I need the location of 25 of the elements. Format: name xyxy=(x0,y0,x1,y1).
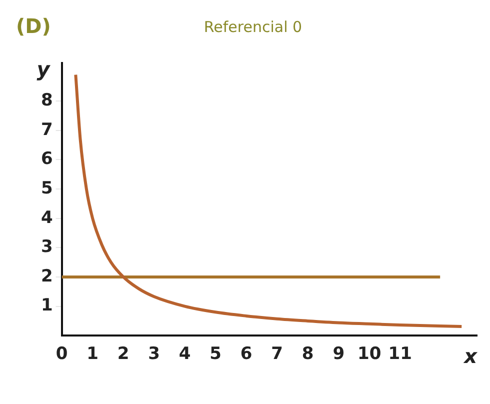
y-tick-label: 5 xyxy=(40,178,53,198)
x-tick-label: 3 xyxy=(148,344,160,364)
x-tick-label: 1 xyxy=(86,344,99,364)
x-tick-label: 6 xyxy=(240,344,252,364)
x-tick-label: 9 xyxy=(332,344,345,364)
x-tick-label: 5 xyxy=(210,344,222,364)
x-tick-label: 2 xyxy=(117,344,130,364)
x-axis-title: x xyxy=(463,344,478,368)
y-tick-label: 7 xyxy=(40,120,53,140)
x-tick-label: 11 xyxy=(388,344,412,364)
y-tick-label: 1 xyxy=(40,296,53,316)
x-tick-label: 8 xyxy=(302,344,314,364)
x-tick-label: 10 xyxy=(358,344,382,364)
y-tick-label: 6 xyxy=(40,149,53,170)
y-axis-title: y xyxy=(36,57,51,82)
x-tick-label: 7 xyxy=(271,344,284,364)
y-tick-label: 2 xyxy=(40,266,53,286)
line-series xyxy=(74,73,464,328)
chart-title: Referencial 0 xyxy=(204,18,302,36)
y-tick-label: 3 xyxy=(40,237,53,258)
x-tick-label: 4 xyxy=(178,344,191,364)
y-tick-label: 4 xyxy=(40,208,53,228)
x-tick-label: 0 xyxy=(56,344,68,364)
text: (D) xyxy=(16,14,51,38)
y-tick-label: 8 xyxy=(40,90,53,111)
